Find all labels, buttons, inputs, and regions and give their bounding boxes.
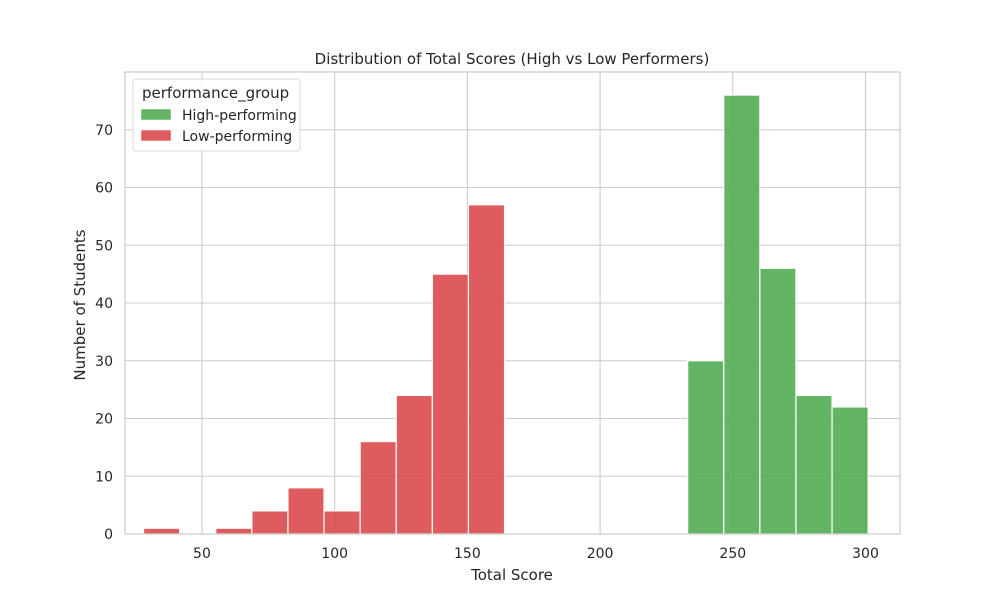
y-tick-label: 40 [95, 296, 113, 312]
y-tick-label: 50 [95, 238, 113, 254]
bar-low-performing [395, 394, 433, 535]
y-tick-label: 70 [95, 123, 113, 139]
x-tick-label: 100 [321, 546, 348, 562]
bar-low-performing [251, 510, 289, 535]
x-tick-label: 200 [587, 546, 614, 562]
bar-high-performing [831, 406, 869, 535]
bar-low-performing [142, 527, 181, 535]
bar-low-performing [431, 273, 470, 535]
x-tick-label: 150 [454, 546, 481, 562]
y-tick-label: 10 [95, 469, 113, 485]
bar-high-performing [687, 360, 725, 535]
legend: performance_group High-performing Low-pe… [132, 78, 301, 152]
bar-high-performing [795, 394, 833, 535]
histogram-bars [142, 94, 869, 535]
bar-low-performing [215, 527, 253, 535]
y-tick-label: 30 [95, 354, 113, 370]
bar-low-performing [287, 487, 325, 535]
y-tick-label: 60 [95, 181, 113, 197]
bar-low-performing [359, 441, 397, 535]
y-tick-label: 20 [95, 412, 113, 428]
bar-low-performing [467, 204, 506, 535]
legend-swatch-high-performing [140, 108, 172, 121]
tick-labels: 50 100 150 200 250 300 0 10 20 30 40 50 60 70 [95, 123, 879, 562]
bar-low-performing [323, 510, 361, 535]
legend-label-low-performing: Low-performing [182, 129, 292, 145]
legend-swatch-low-performing [140, 129, 172, 142]
plot-frame [124, 71, 901, 535]
x-tick-label: 300 [852, 546, 879, 562]
legend-box [132, 78, 301, 152]
legend-label-high-performing: High-performing [182, 108, 297, 124]
bar-high-performing [759, 267, 797, 535]
y-axis-label: Number of Students [71, 229, 89, 380]
y-tick-label: 0 [104, 527, 113, 543]
x-tick-label: 250 [719, 546, 746, 562]
bar-high-performing [723, 94, 761, 535]
x-tick-label: 50 [193, 546, 211, 562]
legend-title: performance_group [142, 84, 289, 103]
chart-title: Distribution of Total Scores (High vs Lo… [315, 50, 710, 68]
x-axis-label: Total Score [470, 566, 553, 584]
